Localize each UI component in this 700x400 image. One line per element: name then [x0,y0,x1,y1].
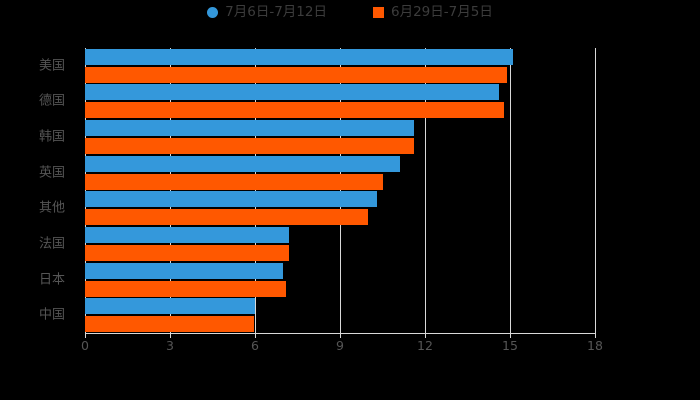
y-axis-tick-label-1: 德国 [38,93,65,109]
bar-0-0[interactable] [85,48,513,65]
y-axis-tick-label-7: 中国 [38,307,65,323]
x-axis-tick-label: 0 [81,338,89,353]
y-axis-labels: 美国德国韩国英国其他法国日本中国 [0,48,75,333]
x-axis-tick-mark [170,333,171,338]
bar-0-3[interactable] [85,155,400,172]
x-axis-tick-mark [255,333,256,338]
legend-item-series-1[interactable]: 6月29日-7月5日 [373,4,493,20]
legend-label-series-1: 6月29日-7月5日 [391,4,493,20]
bar-1-3[interactable] [85,173,383,190]
bar-0-1[interactable] [85,84,499,101]
bar-1-7[interactable] [85,316,254,333]
bar-0-7[interactable] [85,298,255,315]
x-axis-tick-mark [340,333,341,338]
gridline-x [255,48,256,333]
y-axis-tick-label-5: 法国 [38,236,65,252]
legend-item-series-0[interactable]: 7月6日-7月12日 [207,4,327,20]
x-axis-tick-label: 6 [251,338,259,353]
plot-area [85,48,596,333]
bar-1-4[interactable] [85,209,369,226]
x-axis-tick-label: 9 [336,338,344,353]
y-axis-tick-label-6: 日本 [38,272,65,288]
y-axis-tick-label-4: 其他 [38,200,65,216]
bar-0-5[interactable] [85,226,289,243]
x-axis-tick-mark [510,333,511,338]
gridline-x [595,48,596,333]
gridline-x [340,48,341,333]
legend-circle-marker-icon [207,7,219,19]
gridline-x [510,48,511,333]
x-axis-tick-label: 18 [587,338,603,353]
x-axis-tick-label: 15 [502,338,518,353]
x-axis-tick-label: 12 [417,338,433,353]
bar-0-2[interactable] [85,120,414,137]
bar-1-2[interactable] [85,138,414,155]
x-axis-tick-label: 3 [166,338,174,353]
legend-square-marker-icon [373,7,384,19]
bar-1-6[interactable] [85,280,287,297]
y-axis-tick-label-0: 美国 [38,58,65,74]
x-axis-tick-mark [595,333,596,338]
legend-label-series-0: 7月6日-7月12日 [225,4,327,20]
y-axis-line [85,48,86,333]
x-axis-tick-mark [85,333,86,338]
gridline-x [170,48,171,333]
bar-0-4[interactable] [85,191,377,208]
bar-1-0[interactable] [85,66,508,83]
bar-0-6[interactable] [85,262,284,279]
y-axis-tick-label-3: 英国 [38,165,65,181]
x-axis-tick-mark [425,333,426,338]
bar-1-1[interactable] [85,102,505,119]
chart-legend: 7月6日-7月12日 6月29日-7月5日 [0,4,700,20]
gridline-x [425,48,426,333]
bar-1-5[interactable] [85,244,289,261]
y-axis-tick-label-2: 韩国 [38,129,65,145]
